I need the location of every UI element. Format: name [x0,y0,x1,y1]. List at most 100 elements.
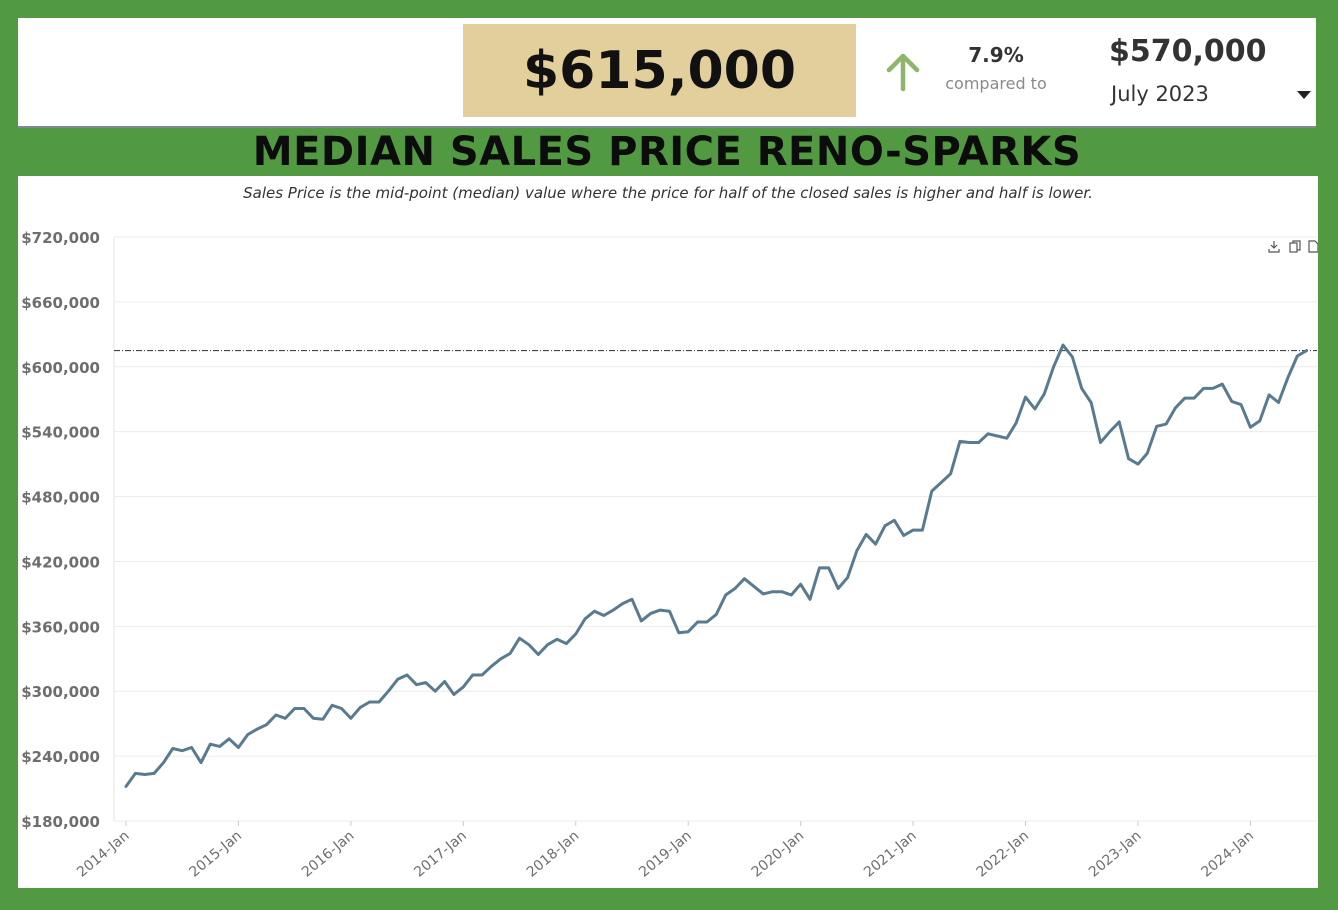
data-point [377,700,381,704]
data-point [1249,426,1252,429]
data-point [152,772,156,775]
copy-icon[interactable] [1289,240,1301,253]
data-point [265,723,268,726]
data-point [865,533,868,536]
y-tick-label: $720,000 [21,229,100,247]
download-icon[interactable] [1268,240,1280,253]
data-point [405,673,409,677]
data-point [752,585,755,588]
data-point [274,713,278,717]
data-point [1043,392,1046,395]
data-point [1155,425,1158,428]
compared-to-label: compared to [945,74,1047,93]
data-point [940,481,943,484]
data-point [687,630,690,633]
chevron-down-icon[interactable] [1297,91,1311,99]
data-point [715,613,718,616]
data-point [808,598,812,601]
y-tick-label: $360,000 [21,618,100,636]
data-point [321,718,324,721]
data-point [302,707,306,710]
data-point [162,761,165,764]
data-point [387,690,390,693]
x-tick-label: 2019-Jan [636,828,695,881]
data-point [1230,400,1233,403]
y-tick-label: $180,000 [21,813,100,831]
data-point [733,587,737,590]
data-point [612,608,615,612]
data-point [368,700,371,704]
data-point [1296,354,1299,358]
x-tick-label: 2017-Jan [411,828,470,881]
kpi-panel-divider [18,126,1316,128]
data-point [1099,441,1102,444]
data-point [237,746,240,749]
data-point [1221,382,1224,386]
data-point [743,577,746,580]
data-point [1164,422,1168,426]
data-point [171,747,174,750]
data-point [1202,387,1205,390]
data-point [1024,395,1027,399]
x-tick-label: 2021-Jan [861,828,920,881]
data-point [209,743,212,746]
data-point [312,717,315,720]
data-point [256,727,259,731]
data-point [602,614,606,617]
y-tick-label: $660,000 [21,294,100,312]
data-point [996,434,999,438]
x-tick-label: 2020-Jan [749,828,808,881]
data-point [462,685,465,689]
data-point [124,785,128,788]
data-point [855,549,859,552]
data-point [968,441,971,444]
data-point [977,441,980,444]
data-point [724,593,727,597]
data-point [1127,457,1130,460]
data-point [424,681,427,684]
data-point [911,528,915,532]
y-tick-label: $540,000 [21,424,100,442]
data-point [1258,419,1262,423]
data-point [330,704,334,707]
data-point [415,683,418,686]
change-percent: 7.9% [968,43,1024,67]
data-point [574,632,577,636]
data-point [1146,452,1149,455]
data-point [509,652,512,655]
compare-period-select[interactable]: July 2023 [1111,82,1209,106]
data-point [434,690,437,693]
data-point [583,617,587,620]
data-point [1239,403,1243,406]
data-point [771,590,774,593]
data-point [1014,421,1018,425]
data-point [958,440,962,443]
data-point [452,693,456,696]
data-point [696,620,699,624]
data-point [349,717,353,720]
data-point [1267,393,1271,397]
data-point [827,566,830,570]
data-point [902,534,905,537]
chart-title: MEDIAN SALES PRICE RENO-SPARKS [252,129,1082,175]
x-tick-label: 2015-Jan [186,828,245,881]
x-tick-label: 2024-Jan [1198,828,1257,881]
data-point [1118,420,1121,424]
data-point [227,737,231,740]
x-tick-label: 2014-Jan [74,828,133,881]
data-point [1286,376,1290,379]
y-tick-label: $420,000 [21,553,100,571]
data-point [780,590,784,593]
data-point [640,619,643,623]
data-point [199,761,203,764]
chart-panel: Sales Price is the mid-point (median) va… [18,176,1318,888]
data-point [246,733,249,736]
data-point [218,745,221,748]
export-icon[interactable] [1308,240,1318,253]
data-point [630,598,634,601]
data-point [790,593,793,597]
data-point [190,746,193,749]
y-tick-label: $300,000 [21,683,100,701]
data-point [396,678,399,681]
data-point [1108,430,1112,433]
